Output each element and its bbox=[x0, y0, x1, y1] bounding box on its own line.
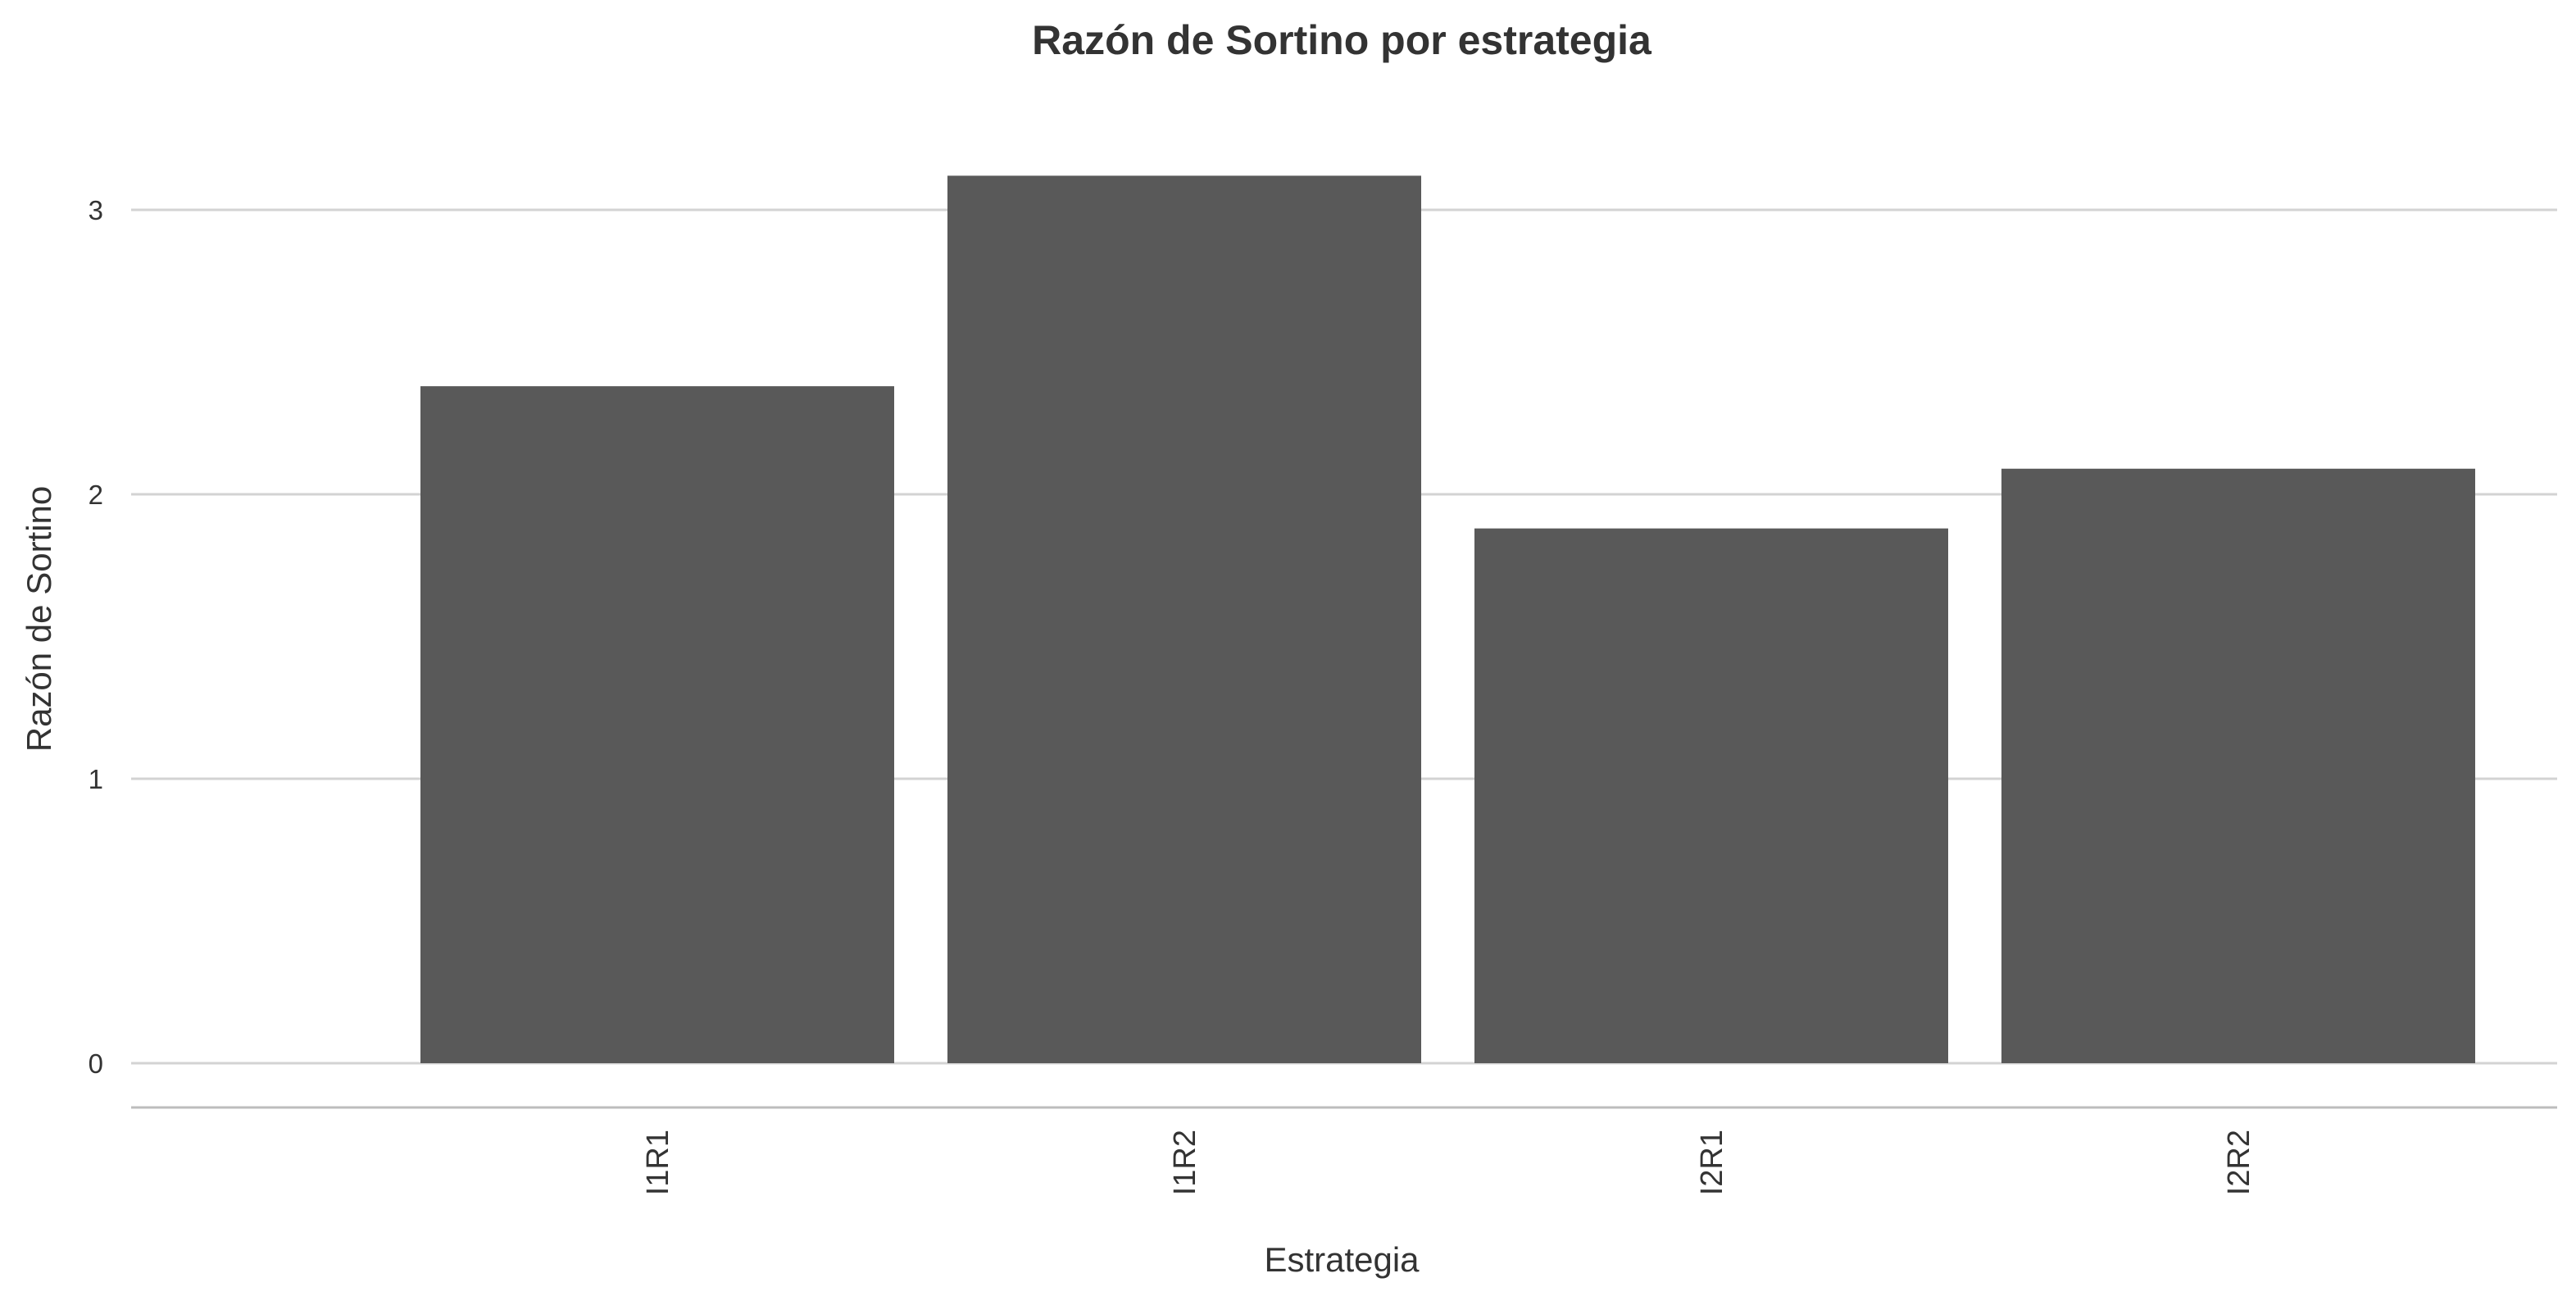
bar-i1r2 bbox=[947, 175, 1421, 1064]
y-tick-labels: 0 1 2 3 bbox=[89, 195, 103, 1079]
chart-title: Razón de Sortino por estrategia bbox=[1032, 17, 1652, 63]
x-tick-label: I2R2 bbox=[2222, 1130, 2256, 1195]
x-tick-label: I2R1 bbox=[1695, 1130, 1729, 1195]
x-axis-title: Estrategia bbox=[1264, 1240, 1420, 1279]
y-tick-label: 0 bbox=[89, 1048, 103, 1079]
bar-i1r1 bbox=[420, 386, 894, 1063]
y-tick-label: 1 bbox=[89, 764, 103, 794]
bars bbox=[420, 175, 2475, 1064]
x-tick-label: I1R2 bbox=[1168, 1130, 1202, 1195]
y-tick-label: 2 bbox=[89, 480, 103, 510]
x-tick-label: I1R1 bbox=[641, 1130, 675, 1195]
bar-i2r1 bbox=[1474, 528, 1948, 1063]
y-tick-label: 3 bbox=[89, 195, 103, 225]
y-axis-title: Razón de Sortino bbox=[20, 486, 58, 753]
bar-i2r2 bbox=[2001, 468, 2475, 1063]
x-tick-labels: I1R1 I1R2 I2R1 I2R2 bbox=[641, 1130, 2256, 1195]
